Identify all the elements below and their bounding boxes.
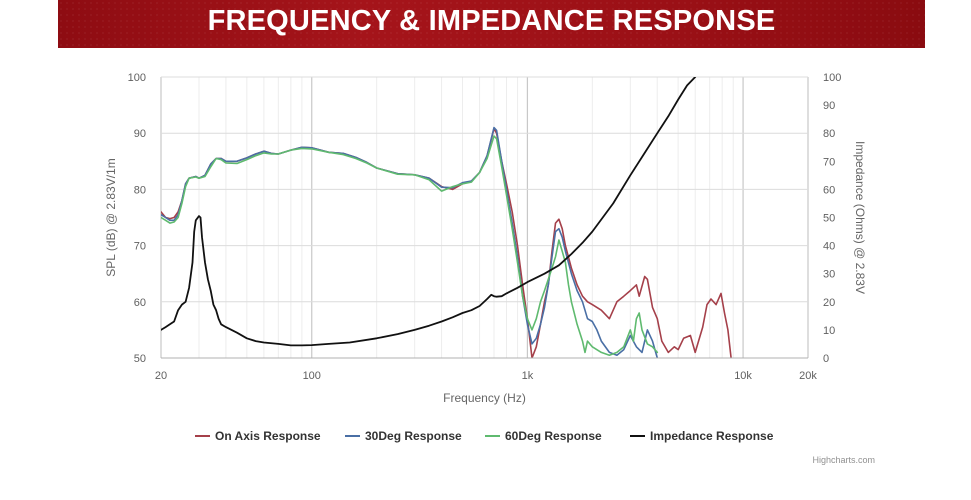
legend-label: 60Deg Response [505,429,602,443]
x-tick-label: 20 [155,370,167,382]
legend-item-1[interactable]: 30Deg Response [345,429,462,443]
legend-item-3[interactable]: Impedance Response [630,429,774,443]
y-tick-label: 100 [128,72,146,84]
y2-axis-title: Impedance (Ohms) @ 2.83V [853,141,867,294]
x-tick-label: 1k [522,370,534,382]
y2-tick-label: 50 [823,213,835,225]
series-line-3[interactable] [161,77,697,347]
x-tick-label: 10k [734,370,752,382]
x-tick-label: 100 [303,370,321,382]
y2-tick-label: 60 [823,184,835,196]
x-axis-title: Frequency (Hz) [443,391,526,405]
x-tick-label: 20k [799,370,817,382]
series-layer [161,77,732,358]
y-axis-title: SPL (dB) @ 2.83V/1m [104,158,118,276]
legend: On Axis Response 30Deg Response 60Deg Resp… [195,429,774,443]
y2-tick-label: 20 [823,297,835,309]
y2-tick-label: 40 [823,241,835,253]
y-tick-label: 70 [134,241,146,253]
grid [160,76,809,359]
y-tick-label: 90 [134,128,146,140]
legend-item-0[interactable]: On Axis Response [195,429,321,443]
y2-tick-label: 80 [823,128,835,140]
y2-tick-label: 70 [823,156,835,168]
legend-item-2[interactable]: 60Deg Response [485,429,602,443]
y2-tick-label: 10 [823,325,835,337]
y-tick-label: 50 [134,353,146,365]
y2-tick-label: 100 [823,72,841,84]
page-title: FREQUENCY & IMPEDANCE RESPONSE [207,5,776,37]
y2-tick-label: 0 [823,353,829,365]
legend-label: On Axis Response [215,429,321,443]
header-banner: FREQUENCY & IMPEDANCE RESPONSE [58,0,925,48]
y2-tick-label: 30 [823,269,835,281]
y-tick-label: 80 [134,184,146,196]
series-line-2[interactable] [161,135,659,357]
legend-label: 30Deg Response [365,429,462,443]
chart-credit[interactable]: Highcharts.com [812,455,875,465]
y2-tick-label: 90 [823,100,835,112]
y-tick-label: 60 [134,297,146,309]
legend-label: Impedance Response [650,429,774,443]
axes: 20 100 1k 10k 20k 50 60 70 80 90 100 0 10 20 30 40 50 60 7… [104,72,867,405]
